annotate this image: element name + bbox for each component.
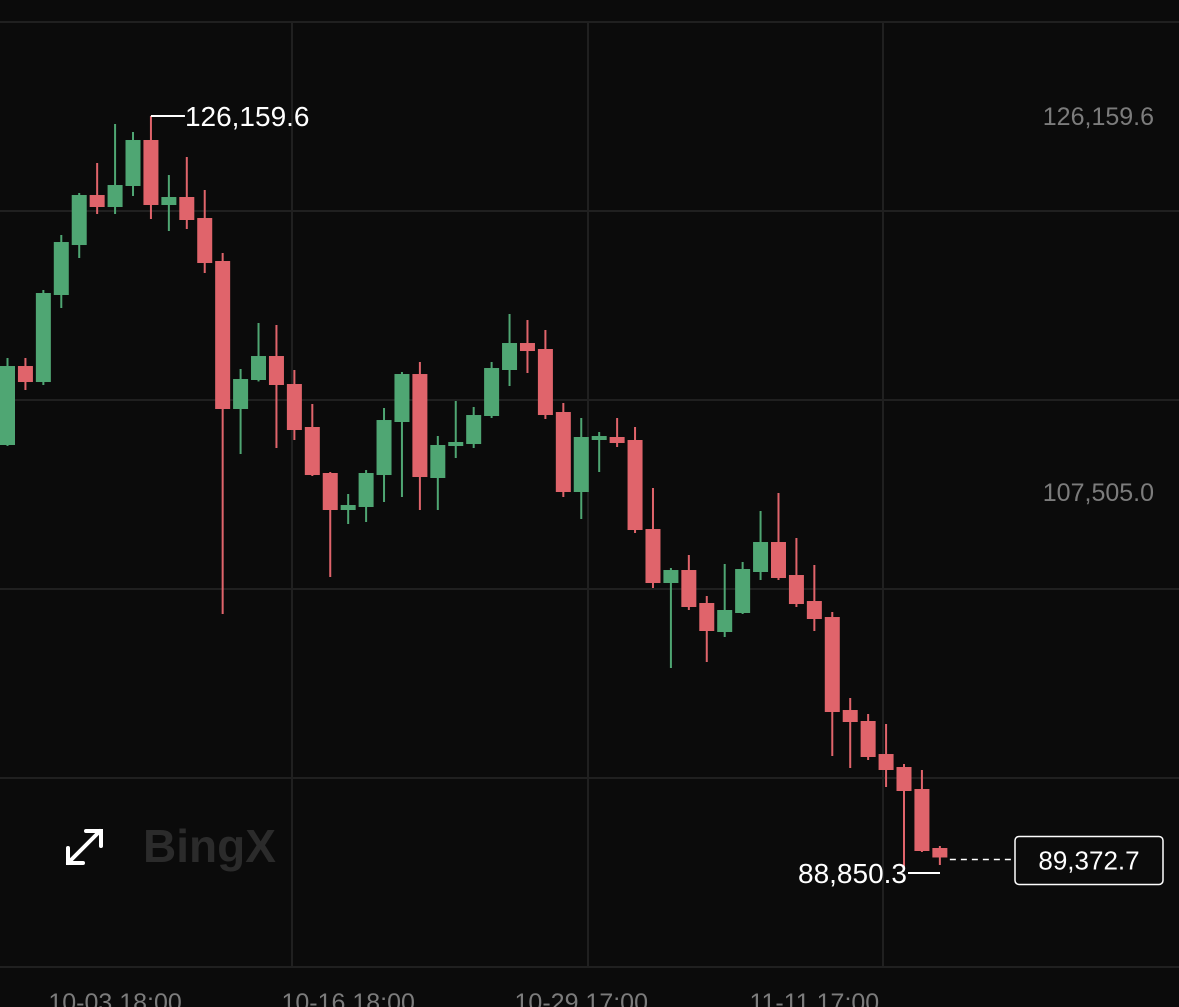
candle-body [430,445,446,478]
candle-body [932,847,948,858]
candle-body [645,529,661,584]
candle-body [753,542,769,573]
candle-body [53,242,69,296]
candle-body [17,366,33,383]
candle-body [914,789,930,852]
x-tick-label: 11-11 17:00 [749,989,879,1007]
high-label: 126,159.6 [185,101,310,132]
candle-body [896,767,912,791]
candle-body [322,472,338,511]
candle-body [770,542,786,579]
candle-body [89,195,105,208]
candle-body [627,440,643,530]
candle-body [0,366,15,446]
candle-body [448,441,464,447]
candle-body [466,415,482,445]
x-tick-label: 10-16 18:00 [281,989,414,1007]
low-label: 88,850.3 [798,858,907,889]
y-tick-label: 126,159.6 [1043,103,1154,131]
candle-body [555,412,571,493]
candle-body [878,754,894,770]
candle-body [824,617,840,713]
candle-body [394,374,410,423]
candle-body [412,374,428,478]
watermark: BingX [143,820,276,872]
candle-body [215,260,231,410]
candle-body [197,218,213,264]
candle-body [788,575,804,605]
y-tick-label: 107,505.0 [1043,479,1154,507]
candle-body [125,140,141,186]
candle-body [842,710,858,723]
x-tick-label: 10-29 17:00 [515,989,648,1007]
candle-body [161,197,177,206]
candle-body [519,343,535,352]
candle-body [233,379,249,410]
candle-body [591,436,607,441]
candle-body [71,195,87,246]
candle-body [304,427,320,476]
candle-body [286,384,302,431]
candle-body [860,720,876,757]
candle-body [717,609,733,633]
candle-body [358,472,374,508]
candle-body [502,343,518,371]
candle-body [735,569,751,614]
candle-body [573,437,589,493]
candle-body [340,505,356,511]
candle-body [663,570,679,584]
grid [0,21,1179,968]
candle-body [609,437,625,444]
expand-icon[interactable] [66,829,103,865]
last-price-box [1014,835,1164,886]
candle-body [376,420,392,476]
candle-body [537,348,553,416]
candle-body [143,140,159,206]
candle-body [251,356,267,380]
candle-body [699,603,715,632]
candle-body [484,368,500,416]
candle-body [107,185,123,208]
last-price-label: 89,372.7 [1038,845,1139,875]
x-tick-label: 10-03 18:00 [48,989,181,1007]
candle-body [179,197,195,221]
candle-body [35,293,51,383]
candle-body [268,356,284,385]
candle-body [681,570,697,607]
candle-body [806,601,822,620]
